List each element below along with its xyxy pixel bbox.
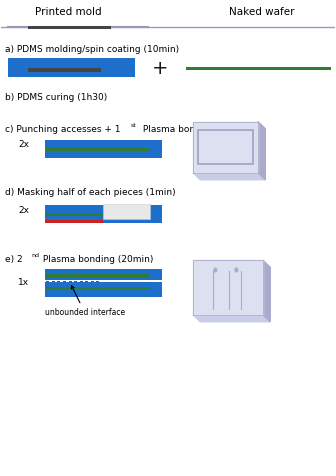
FancyBboxPatch shape	[150, 139, 162, 154]
Text: d) Masking half of each pieces (1min): d) Masking half of each pieces (1min)	[5, 188, 175, 197]
Polygon shape	[193, 121, 258, 173]
Text: e) 2: e) 2	[5, 255, 23, 264]
Text: 2x: 2x	[18, 140, 29, 149]
FancyBboxPatch shape	[57, 280, 60, 282]
Text: nd: nd	[31, 254, 39, 258]
FancyBboxPatch shape	[46, 280, 49, 282]
FancyBboxPatch shape	[45, 269, 150, 280]
FancyBboxPatch shape	[45, 275, 150, 278]
FancyBboxPatch shape	[74, 280, 77, 282]
Text: Naked wafer: Naked wafer	[228, 7, 294, 17]
Text: st: st	[131, 123, 136, 129]
Text: +: +	[152, 59, 168, 78]
FancyBboxPatch shape	[52, 280, 55, 282]
FancyBboxPatch shape	[150, 205, 162, 219]
Polygon shape	[193, 315, 270, 322]
FancyBboxPatch shape	[28, 26, 111, 29]
FancyBboxPatch shape	[45, 287, 150, 290]
FancyBboxPatch shape	[150, 282, 162, 293]
FancyBboxPatch shape	[150, 269, 162, 280]
Text: 1x: 1x	[18, 278, 29, 288]
FancyBboxPatch shape	[45, 139, 150, 154]
Polygon shape	[193, 260, 263, 315]
FancyBboxPatch shape	[45, 153, 162, 158]
Circle shape	[235, 268, 238, 272]
Text: Plasma bonding (25min): Plasma bonding (25min)	[140, 125, 253, 134]
Polygon shape	[258, 121, 265, 180]
FancyBboxPatch shape	[45, 218, 162, 223]
FancyBboxPatch shape	[69, 280, 72, 282]
FancyBboxPatch shape	[85, 280, 88, 282]
Circle shape	[214, 268, 217, 272]
FancyBboxPatch shape	[45, 280, 162, 282]
FancyBboxPatch shape	[103, 204, 150, 219]
Text: Printed mold: Printed mold	[35, 7, 101, 17]
Polygon shape	[263, 260, 270, 322]
Text: unbounded interface: unbounded interface	[45, 286, 125, 317]
FancyBboxPatch shape	[96, 280, 99, 282]
Text: c) Punching accesses + 1: c) Punching accesses + 1	[5, 125, 120, 134]
FancyBboxPatch shape	[63, 280, 66, 282]
FancyBboxPatch shape	[45, 148, 150, 151]
FancyBboxPatch shape	[45, 213, 150, 216]
Text: 2x: 2x	[18, 206, 29, 215]
FancyBboxPatch shape	[45, 282, 150, 293]
FancyBboxPatch shape	[199, 131, 252, 163]
FancyBboxPatch shape	[28, 68, 101, 72]
FancyBboxPatch shape	[80, 280, 83, 282]
Polygon shape	[193, 173, 265, 180]
FancyBboxPatch shape	[45, 205, 150, 219]
Text: Plasma bonding (20min): Plasma bonding (20min)	[40, 255, 154, 264]
Text: b) PDMS curing (1h30): b) PDMS curing (1h30)	[5, 93, 107, 102]
FancyBboxPatch shape	[197, 129, 254, 165]
FancyBboxPatch shape	[45, 292, 162, 297]
FancyBboxPatch shape	[186, 67, 331, 70]
FancyBboxPatch shape	[8, 58, 135, 77]
FancyBboxPatch shape	[45, 219, 103, 223]
Text: a) PDMS molding/spin coating (10min): a) PDMS molding/spin coating (10min)	[5, 45, 179, 54]
FancyBboxPatch shape	[91, 280, 94, 282]
